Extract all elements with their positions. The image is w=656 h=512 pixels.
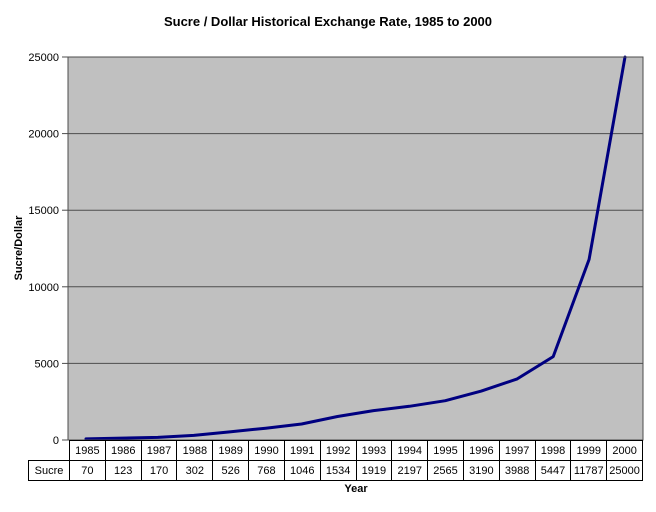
year-cell: 1992 — [319, 440, 357, 461]
year-cell: 1990 — [248, 440, 285, 461]
sucre-value-cell: 170 — [140, 460, 178, 481]
year-cell: 2000 — [606, 440, 643, 461]
sucre-value-cell: 5447 — [534, 460, 572, 481]
sucre-value-cell: 3988 — [498, 460, 536, 481]
series-label-cell: Sucre — [28, 460, 70, 481]
chart-title: Sucre / Dollar Historical Exchange Rate,… — [163, 14, 493, 29]
sucre-value-cell: 768 — [248, 460, 285, 481]
plot-background — [68, 57, 643, 440]
year-cell: 1985 — [69, 440, 106, 461]
years-row: 1985 1986 1987 1988 1989 1990 1991 1992 1993 1994… — [29, 440, 643, 461]
sucre-series-line — [84, 55, 627, 441]
year-cell: 1999 — [570, 440, 608, 461]
y-tick-label: 15000 — [28, 205, 59, 217]
sucre-value-cell: 1046 — [283, 460, 321, 481]
year-cell: 1991 — [283, 440, 321, 461]
year-cell: 1988 — [176, 440, 214, 461]
year-cell: 1987 — [140, 440, 178, 461]
sucre-value-cell: 70 — [69, 460, 106, 481]
year-cell: 1986 — [104, 440, 142, 461]
year-cell: 1998 — [534, 440, 572, 461]
year-cell: 1995 — [427, 440, 464, 461]
sucre-value-cell: 11787 — [570, 460, 608, 481]
sucre-values-row: Sucre 70 123 170 302 526 768 1046 1534 1919 2197 2… — [28, 460, 643, 481]
y-tick-label: 10000 — [28, 282, 59, 294]
year-cell: 1993 — [355, 440, 393, 461]
y-tick-label: 5000 — [35, 358, 59, 370]
sucre-value-cell: 2197 — [391, 460, 429, 481]
sucre-value-cell: 526 — [212, 460, 250, 481]
y-tick-label: 25000 — [28, 52, 59, 64]
year-cell: 1996 — [462, 440, 500, 461]
sucre-value-cell: 3190 — [462, 460, 500, 481]
sucre-value-cell: 302 — [176, 460, 214, 481]
sucre-value-cell: 123 — [104, 460, 142, 481]
sucre-value-cell: 1919 — [355, 460, 393, 481]
year-cell: 1994 — [391, 440, 429, 461]
sucre-value-cell: 25000 — [606, 460, 643, 481]
y-tick-label: 0 — [53, 435, 59, 447]
sucre-value-cell: 1534 — [319, 460, 357, 481]
sucre-value-cell: 2565 — [427, 460, 464, 481]
year-cell: 1997 — [498, 440, 536, 461]
table-corner-spacer — [29, 441, 70, 461]
data-table: 1985 1986 1987 1988 1989 1990 1991 1992 1993 1994… — [28, 440, 643, 481]
y-tick-label: 20000 — [28, 129, 59, 141]
year-cell: 1989 — [212, 440, 250, 461]
x-axis-title: Year — [344, 483, 368, 495]
